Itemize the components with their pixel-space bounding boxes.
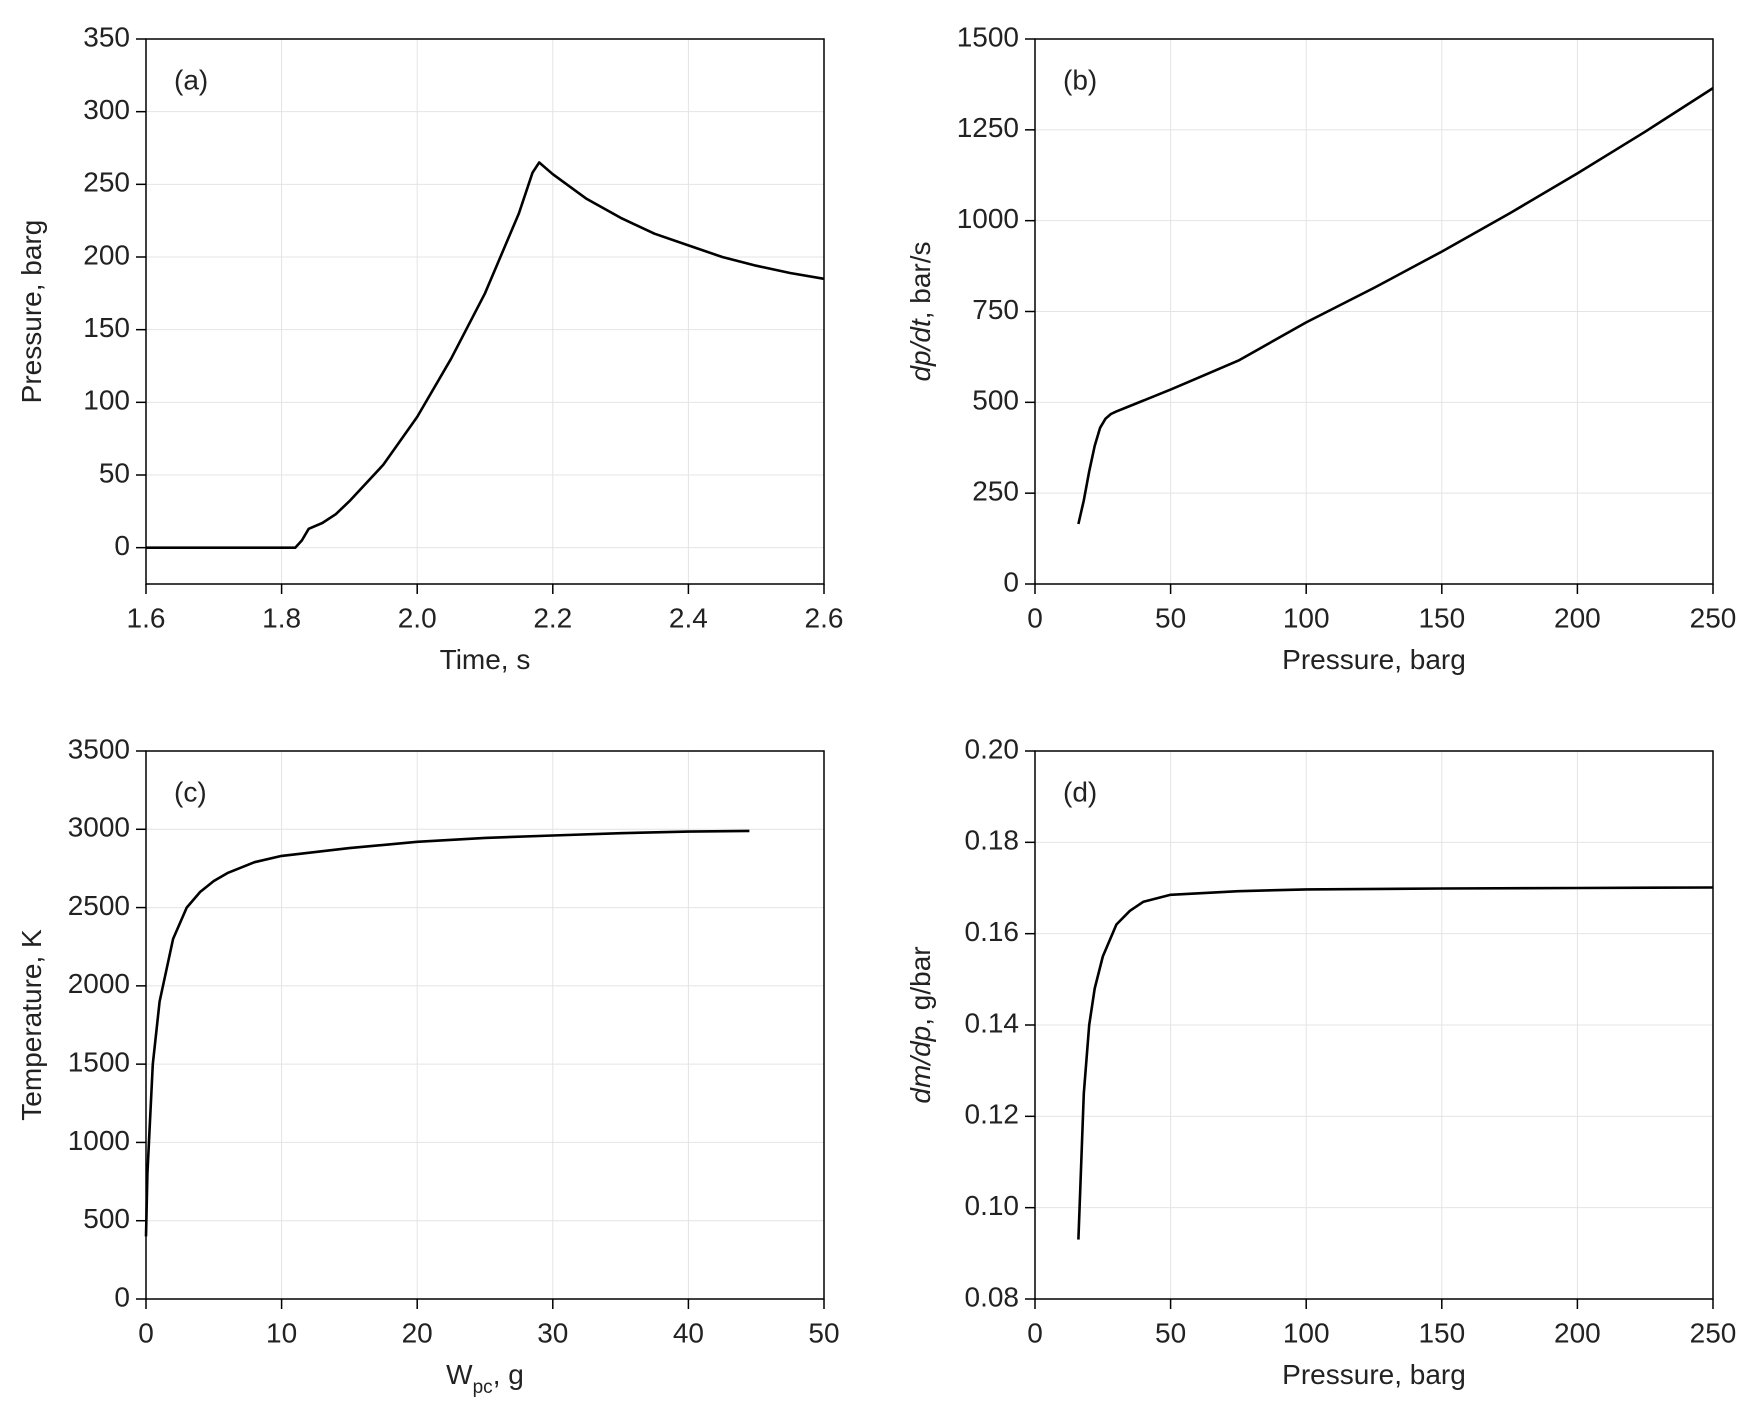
y-tick-label: 1000 (68, 1125, 130, 1156)
x-tick-label: 30 (537, 1317, 568, 1348)
y-tick-label: 2500 (68, 890, 130, 921)
data-line (146, 161, 825, 549)
x-tick-label: 150 (1418, 1317, 1465, 1348)
y-axis-title: Pressure, barg (16, 220, 47, 404)
y-tick-label: 1000 (957, 203, 1019, 234)
plot-frame (145, 38, 825, 585)
x-axis-title-part: Pressure, barg (1282, 644, 1466, 675)
x-tick-label: 50 (1155, 1317, 1186, 1348)
plot-frame (1034, 38, 1714, 585)
x-tick-label: 0 (138, 1317, 154, 1348)
x-tick-label: 0 (1027, 602, 1043, 633)
y-tick-label: 1250 (957, 112, 1019, 143)
x-tick-label: 1.8 (262, 602, 301, 633)
y-tick-label: 0.08 (965, 1281, 1020, 1312)
y-axis-title-part: Pressure, barg (16, 220, 47, 404)
x-tick-label: 2.0 (398, 602, 437, 633)
x-tick-label: 2.6 (805, 602, 844, 633)
panel-label: (b) (1063, 64, 1097, 95)
data-line (144, 829, 750, 1237)
x-tick-label: 150 (1418, 602, 1465, 633)
y-tick-label: 0.18 (965, 825, 1020, 856)
y-tick-label: 0.12 (965, 1099, 1020, 1130)
y-axis-title-part: , g/bar (905, 946, 936, 1025)
data-line (1077, 886, 1714, 1240)
x-tick-label: 10 (266, 1317, 297, 1348)
y-axis-title-part: , bar/s (905, 241, 936, 319)
y-tick-label: 2000 (68, 968, 130, 999)
y-tick-label: 200 (83, 239, 130, 270)
y-axis-title: Temperature, K (16, 929, 47, 1121)
x-tick-label: 200 (1554, 602, 1601, 633)
x-tick-label: 2.4 (669, 602, 708, 633)
x-axis-title-part: pc (473, 1377, 493, 1398)
y-tick-label: 250 (972, 476, 1019, 507)
x-tick-label: 0 (1027, 1317, 1043, 1348)
y-tick-label: 0 (114, 1281, 130, 1312)
x-axis-title-part: Pressure, barg (1282, 1359, 1466, 1390)
x-tick-label: 20 (402, 1317, 433, 1348)
x-tick-label: 250 (1690, 1317, 1737, 1348)
y-tick-label: 300 (83, 94, 130, 125)
y-tick-label: 0.16 (965, 916, 1020, 947)
y-axis-title-part: dm/dp (905, 1026, 936, 1104)
y-tick-label: 1500 (957, 21, 1019, 52)
x-axis-title: Time, s (440, 644, 531, 675)
plot-frame (145, 750, 825, 1300)
x-axis-title: Pressure, barg (1282, 644, 1466, 675)
x-tick-label: 250 (1690, 602, 1737, 633)
y-tick-label: 0 (1003, 566, 1019, 597)
x-axis-title: Wpc, g (446, 1359, 524, 1397)
y-axis-title-part: Temperature, K (16, 929, 47, 1121)
y-tick-label: 250 (83, 167, 130, 198)
x-axis-title-part: W (446, 1359, 473, 1390)
x-axis-title-part: Time, s (440, 644, 531, 675)
y-tick-label: 3500 (68, 733, 130, 764)
y-tick-label: 500 (972, 385, 1019, 416)
y-tick-label: 0.20 (965, 733, 1020, 764)
plot-frame (1034, 750, 1714, 1300)
x-tick-label: 40 (673, 1317, 704, 1348)
x-tick-label: 200 (1554, 1317, 1601, 1348)
panel-label: (a) (174, 64, 208, 95)
y-tick-label: 150 (83, 312, 130, 343)
x-tick-label: 100 (1283, 1317, 1330, 1348)
y-tick-label: 0.10 (965, 1190, 1020, 1221)
panel-label: (c) (174, 776, 207, 807)
y-axis-title-part: dp/dt (905, 318, 936, 381)
y-axis-title: dp/dt, bar/s (905, 241, 936, 381)
y-tick-label: 350 (83, 21, 130, 52)
x-tick-label: 50 (1155, 602, 1186, 633)
x-axis-title-part: , g (493, 1359, 524, 1390)
x-axis-title: Pressure, barg (1282, 1359, 1466, 1390)
y-tick-label: 750 (972, 294, 1019, 325)
y-tick-label: 1500 (68, 1047, 130, 1078)
x-tick-label: 1.6 (127, 602, 166, 633)
x-tick-label: 50 (808, 1317, 839, 1348)
y-axis-title: dm/dp, g/bar (905, 946, 936, 1103)
data-line (1077, 87, 1714, 525)
x-tick-label: 2.2 (533, 602, 572, 633)
y-tick-label: 100 (83, 385, 130, 416)
x-tick-label: 100 (1283, 602, 1330, 633)
y-tick-label: 50 (99, 457, 130, 488)
panel-label: (d) (1063, 776, 1097, 807)
y-tick-label: 3000 (68, 812, 130, 843)
y-tick-label: 0 (114, 530, 130, 561)
y-tick-label: 500 (83, 1203, 130, 1234)
y-tick-label: 0.14 (965, 1007, 1020, 1038)
